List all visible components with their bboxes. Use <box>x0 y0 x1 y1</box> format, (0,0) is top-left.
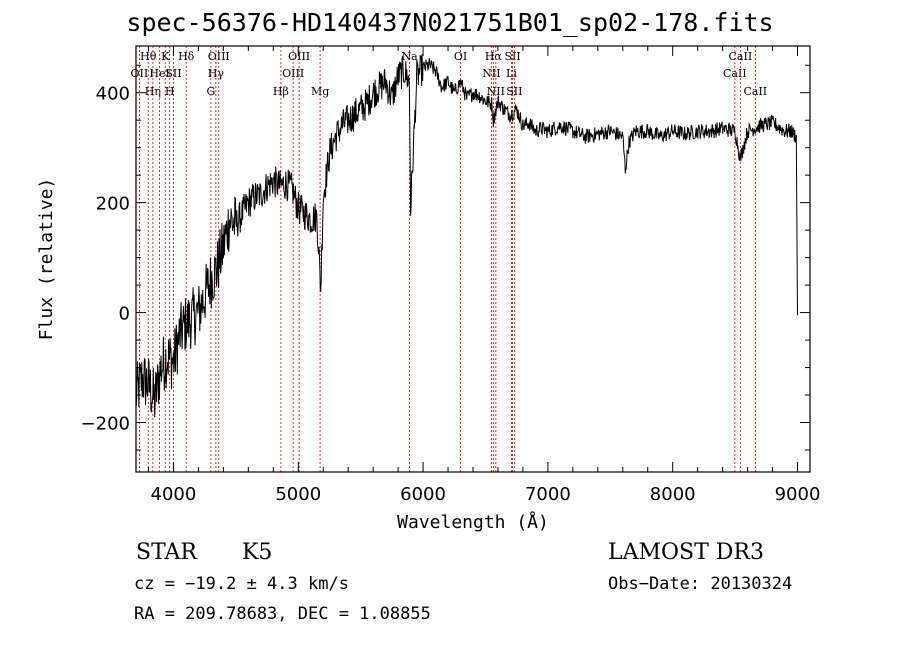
axis-label-layer: 4000 5000 6000 7000 8000 9000 −200 0 200 400 Wavel… <box>36 84 820 533</box>
line-marker-label: CaII <box>729 50 753 63</box>
y-axis-label: Flux (relative) <box>36 178 57 341</box>
line-marker-label: OI <box>454 50 467 63</box>
line-marker-label: Mg <box>311 85 329 98</box>
object-class: STAR <box>136 540 197 565</box>
survey-name: LAMOST DR3 <box>608 540 764 565</box>
line-marker-label: HeI <box>149 67 169 80</box>
line-marker-label: OIII <box>282 67 304 80</box>
tick-layer <box>136 46 810 472</box>
x-tick-label: 9000 <box>775 484 821 505</box>
line-marker-label: Hγ <box>208 67 225 80</box>
line-marker-label: NII <box>482 67 500 80</box>
line-marker-label: SII <box>504 50 520 63</box>
line-marker-label: SII <box>506 85 522 98</box>
y-tick-label: 0 <box>119 304 130 325</box>
y-tick-label: −200 <box>81 414 130 435</box>
line-marker-label: OIII <box>208 50 230 63</box>
line-marker-label: CaII <box>743 85 767 98</box>
spectrum-line <box>135 54 798 418</box>
object-subclass: K5 <box>242 540 273 565</box>
line-marker-label: CaII <box>723 67 747 80</box>
line-marker-label: Hα <box>485 50 503 63</box>
line-marker-label: Hδ <box>178 50 195 63</box>
chart-title: spec-56376-HD140437N021751B01_sp02-178.f… <box>126 8 774 37</box>
y-tick-label: 200 <box>96 194 130 215</box>
x-tick-label: 4000 <box>151 484 197 505</box>
line-marker-label: OIII <box>288 50 310 63</box>
line-marker-layer: OII Hθ Hη HeI K H SII Hδ G Hγ OIII Hβ OIII OIII Mg Na OI… <box>131 46 767 472</box>
x-tick-label: 7000 <box>525 484 571 505</box>
redshift-velocity: cz = −19.2 ± 4.3 km/s <box>134 574 349 594</box>
line-marker-label: NII <box>487 85 505 98</box>
line-marker-label: Li <box>506 67 517 80</box>
observation-date: Obs−Date: 20130324 <box>608 574 793 594</box>
line-marker-label: Hθ <box>140 50 157 63</box>
y-tick-label: 400 <box>96 84 130 105</box>
plot-frame <box>135 45 811 473</box>
spectrum-layer <box>135 54 798 418</box>
line-marker-label: G <box>206 85 215 98</box>
line-marker-label: OII <box>131 67 149 80</box>
x-tick-label: 5000 <box>275 484 321 505</box>
line-marker-label: Hη <box>145 85 161 98</box>
line-marker-label: SII <box>165 67 181 80</box>
x-tick-label: 8000 <box>650 484 696 505</box>
x-axis-label: Wavelength (Å) <box>397 511 549 533</box>
coordinates: RA = 209.78683, DEC = 1.08855 <box>134 604 431 624</box>
line-marker-label: Hβ <box>273 85 289 98</box>
line-marker-label: Na <box>402 50 419 63</box>
line-marker-label: H <box>165 85 175 98</box>
line-marker-label: K <box>161 50 170 63</box>
x-tick-label: 6000 <box>400 484 446 505</box>
